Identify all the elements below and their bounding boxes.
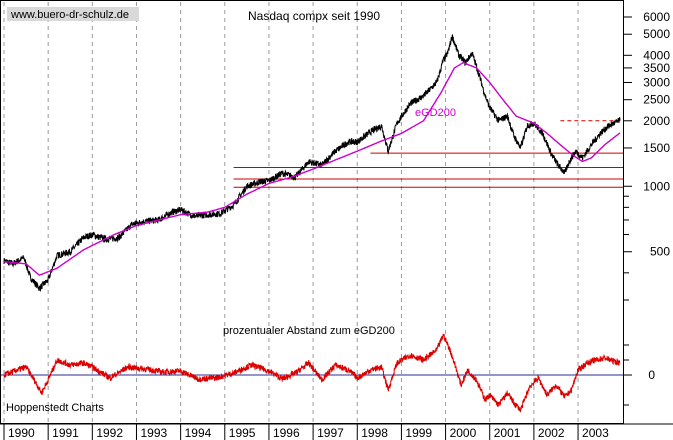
support-lines bbox=[233, 120, 623, 188]
oscillator-title: prozentualer Abstand zum eGD200 bbox=[223, 325, 395, 337]
watermark-box bbox=[7, 7, 139, 21]
y-tick-label: 1000 bbox=[643, 179, 670, 193]
x-tick-label: 1998 bbox=[361, 426, 388, 440]
grid-layer bbox=[3, 2, 579, 423]
x-axis-ticks: 1990 1991 1992 1993 1994 1995 1996 1997 1998 1999… bbox=[3, 424, 609, 440]
x-tick-label: 2001 bbox=[494, 426, 521, 440]
x-tick-label: 1990 bbox=[8, 426, 35, 440]
x-tick-label: 2000 bbox=[450, 426, 477, 440]
x-tick-label: 2002 bbox=[538, 426, 565, 440]
nasdaq-price-line bbox=[3, 34, 621, 293]
x-tick-label: 1994 bbox=[185, 426, 212, 440]
oscillator-line bbox=[3, 333, 621, 413]
x-tick-label: 1997 bbox=[317, 426, 344, 440]
y-tick-label: 4000 bbox=[643, 48, 670, 62]
x-tick-label: 1993 bbox=[140, 426, 167, 440]
y-tick-label: 3000 bbox=[643, 75, 670, 89]
osc-y-tick-label: 0 bbox=[648, 368, 655, 382]
plot-frame bbox=[0, 0, 624, 424]
y-tick-label: 2500 bbox=[643, 93, 670, 107]
x-tick-label: 1995 bbox=[229, 426, 256, 440]
y-tick-label: 2000 bbox=[643, 114, 670, 128]
x-tick-label: 1999 bbox=[405, 426, 432, 440]
y-tick-label: 500 bbox=[650, 245, 670, 259]
oscillator-layer bbox=[0, 333, 624, 413]
egd200-label: eGD200 bbox=[415, 107, 456, 119]
x-tick-label: 1996 bbox=[273, 426, 300, 440]
y-tick-label: 5000 bbox=[643, 27, 670, 41]
x-tick-label: 1992 bbox=[96, 426, 123, 440]
y-tick-label: 1500 bbox=[643, 141, 670, 155]
footer-credit: Hoppenstedt Charts bbox=[6, 402, 104, 414]
watermark-text: www.buero-dr-schulz.de bbox=[10, 9, 129, 21]
y-tick-label: 3500 bbox=[643, 61, 670, 75]
x-tick-label: 1991 bbox=[52, 426, 79, 440]
series-layer bbox=[3, 34, 621, 293]
chart-title: Nasdaq compx seit 1990 bbox=[248, 9, 380, 23]
egd200-line bbox=[3, 61, 621, 276]
x-tick-label: 2003 bbox=[582, 426, 609, 440]
y-tick-label: 6000 bbox=[643, 10, 670, 24]
